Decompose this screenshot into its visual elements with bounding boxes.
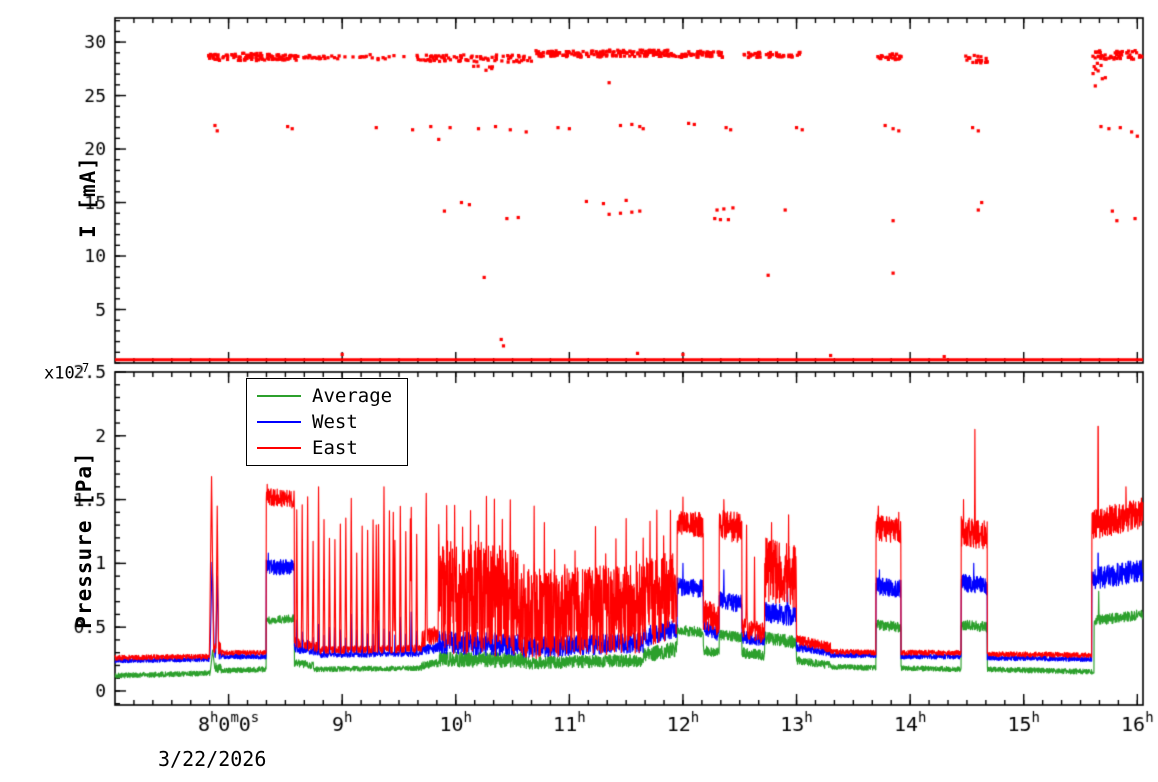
scale-exponent: -7 bbox=[74, 361, 90, 375]
legend-item-east: East bbox=[247, 435, 407, 461]
legend-label-east: East bbox=[312, 437, 358, 459]
scale-mantissa: x10 bbox=[44, 363, 75, 384]
legend-label-west: West bbox=[312, 411, 358, 433]
legend-line-average-icon bbox=[257, 394, 301, 398]
legend-line-east-icon bbox=[257, 446, 301, 450]
legend: Average West East bbox=[246, 378, 408, 466]
legend-item-west: West bbox=[247, 409, 407, 435]
pressure-scale-exponent: x10-7 bbox=[44, 361, 89, 384]
legend-line-west-icon bbox=[257, 420, 301, 424]
pressure-y-axis-title: Pressure [Pa] bbox=[72, 451, 96, 629]
legend-label-average: Average bbox=[312, 385, 393, 407]
x-axis-date-label: 3/22/2026 bbox=[158, 747, 267, 771]
legend-item-average: Average bbox=[247, 383, 407, 409]
current-y-axis-title: I [mA] bbox=[76, 156, 100, 238]
